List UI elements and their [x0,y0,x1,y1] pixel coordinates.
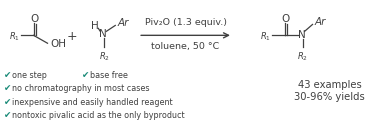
Text: ✔: ✔ [82,71,90,80]
Text: ✔: ✔ [4,111,11,120]
Text: nontoxic pivalic acid as the only byproduct: nontoxic pivalic acid as the only byprod… [12,111,184,120]
Text: base free: base free [90,71,128,80]
Text: $R_2$: $R_2$ [99,50,110,63]
Text: $R_2$: $R_2$ [297,50,308,63]
Text: ✔: ✔ [4,98,11,107]
Text: one step: one step [12,71,46,80]
Text: H: H [91,21,99,31]
Text: ✔: ✔ [4,84,11,93]
Text: ✔: ✔ [4,71,11,80]
Text: O: O [282,15,290,25]
Text: $R_1$: $R_1$ [9,30,20,43]
Text: N: N [298,30,305,40]
Text: no chromatography in most cases: no chromatography in most cases [12,84,149,93]
Text: 30-96% yields: 30-96% yields [294,92,365,102]
Text: OH: OH [51,39,67,49]
Text: inexpensive and easily handled reagent: inexpensive and easily handled reagent [12,98,172,107]
Text: +: + [67,30,78,43]
Text: 43 examples: 43 examples [297,80,361,90]
Text: $R_1$: $R_1$ [260,30,271,43]
Text: N: N [99,29,107,39]
Text: Piv₂O (1.3 equiv.): Piv₂O (1.3 equiv.) [144,18,226,27]
Text: Ar: Ar [117,18,129,29]
Text: toluene, 50 °C: toluene, 50 °C [151,42,220,51]
Text: O: O [31,15,39,25]
Text: Ar: Ar [314,17,326,27]
